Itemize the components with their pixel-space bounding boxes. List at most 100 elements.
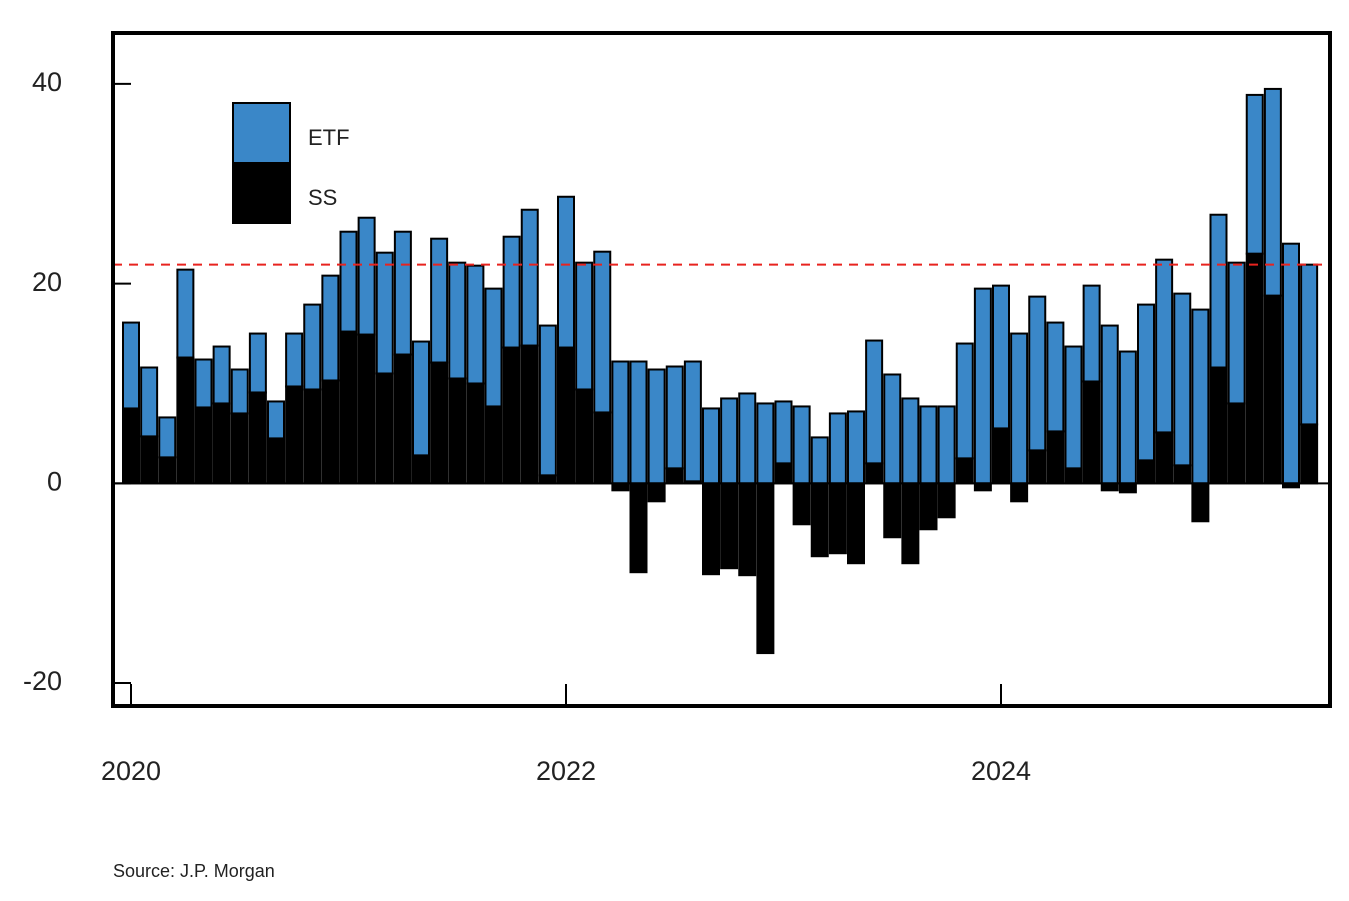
bar-segment (937, 405, 956, 485)
bar-segment (303, 388, 322, 485)
bar-segment (1245, 93, 1264, 255)
bar-segment (484, 287, 503, 408)
bar-segment (158, 416, 177, 459)
bar-segment (1300, 423, 1319, 485)
bar-segment (992, 427, 1010, 485)
bar-segment (738, 482, 757, 577)
bar-segment (412, 454, 430, 485)
bar-segment (1082, 380, 1101, 485)
bar-segment (865, 339, 884, 465)
bar-segment (1227, 261, 1246, 405)
bar-segment (339, 230, 358, 333)
bar-segment (538, 324, 557, 477)
bar-segment (593, 250, 612, 414)
bar-segment (973, 287, 992, 485)
bar-segment (1137, 459, 1155, 485)
bar-segment (828, 482, 847, 555)
bar-segment (1263, 87, 1282, 297)
bar-segment (756, 402, 775, 485)
bar-segment (502, 346, 521, 485)
legend-label: SS (308, 185, 337, 210)
legend-label: ETF (308, 125, 350, 150)
bar-segment (321, 379, 340, 485)
bar-segment (140, 366, 159, 438)
bar-segment (285, 385, 304, 485)
bar-segment (665, 365, 684, 470)
legend-swatch (232, 102, 291, 164)
bar-segment (375, 251, 394, 375)
bar-segment (1082, 284, 1101, 383)
bar-segment (357, 216, 376, 336)
bar-segment (1118, 482, 1137, 494)
bar-segment (973, 482, 992, 492)
bar-segment (1245, 252, 1264, 485)
bar-segment (1100, 482, 1119, 492)
bar-segment (792, 405, 811, 485)
bar-segment (810, 436, 829, 485)
bar-segment (448, 377, 467, 485)
bar-segment (1028, 295, 1047, 452)
bar-segment (303, 303, 322, 391)
legend-swatch (232, 162, 291, 224)
bar-segment (267, 437, 285, 485)
bar-segment (484, 405, 503, 485)
bar-segment (1173, 464, 1192, 485)
bar-segment (883, 373, 902, 485)
bar-segment (1209, 366, 1228, 485)
bar-segment (520, 344, 539, 485)
bar-segment (557, 195, 575, 349)
bar-segment (430, 237, 449, 364)
bar-segment (702, 407, 720, 485)
bar-segment (901, 397, 920, 485)
bar-segment (158, 456, 177, 485)
bar-segment (1191, 482, 1210, 523)
bar-segment (1010, 482, 1029, 503)
bar-segment (230, 368, 249, 415)
x-tick-label: 2022 (536, 756, 596, 786)
bar-segment (847, 482, 865, 565)
bar-segment (520, 208, 539, 347)
bar-segment (1046, 430, 1065, 485)
bar-segment (267, 400, 285, 440)
bar-segment (1010, 332, 1029, 485)
bar-segment (955, 342, 974, 460)
bar-segment (702, 482, 720, 576)
bar-segment (412, 340, 430, 457)
x-tick-label: 2024 (971, 756, 1031, 786)
bar-segment (375, 372, 394, 485)
bar-segment (1155, 431, 1174, 485)
bar-segment (828, 412, 847, 485)
bar-segment (248, 332, 267, 394)
bar-segment (248, 391, 267, 485)
bar-segment (448, 261, 467, 380)
bar-segment (847, 410, 865, 485)
bar-segment (1064, 345, 1083, 470)
bar-segment (919, 482, 938, 531)
bar-segment (720, 482, 739, 570)
bar-segment (883, 482, 902, 539)
x-tick-label: 2020 (101, 756, 161, 786)
bar-segment (393, 353, 412, 485)
bar-segment (1282, 242, 1300, 485)
bar-segment (955, 457, 974, 485)
bar-segment (1100, 324, 1119, 485)
bar-segment (647, 482, 666, 503)
bar-segment (466, 264, 485, 385)
bar-segment (1155, 258, 1174, 434)
bar-segment (774, 462, 793, 485)
bar-segment (1191, 308, 1210, 485)
bar-segment (430, 361, 449, 485)
plot-frame (111, 31, 1332, 708)
bar-segment (720, 397, 739, 485)
bar-segment (665, 467, 684, 485)
bar-segment (575, 388, 594, 485)
source-note: Source: J.P. Morgan (113, 861, 275, 881)
bar-segment (901, 482, 920, 565)
bar-segment (357, 333, 376, 485)
y-tick-label: 0 (47, 466, 62, 496)
bar-segment (738, 392, 757, 485)
bar-segment (194, 358, 213, 409)
bar-segment (629, 360, 648, 485)
bar-segment (393, 230, 412, 356)
bar-segment (140, 435, 159, 485)
